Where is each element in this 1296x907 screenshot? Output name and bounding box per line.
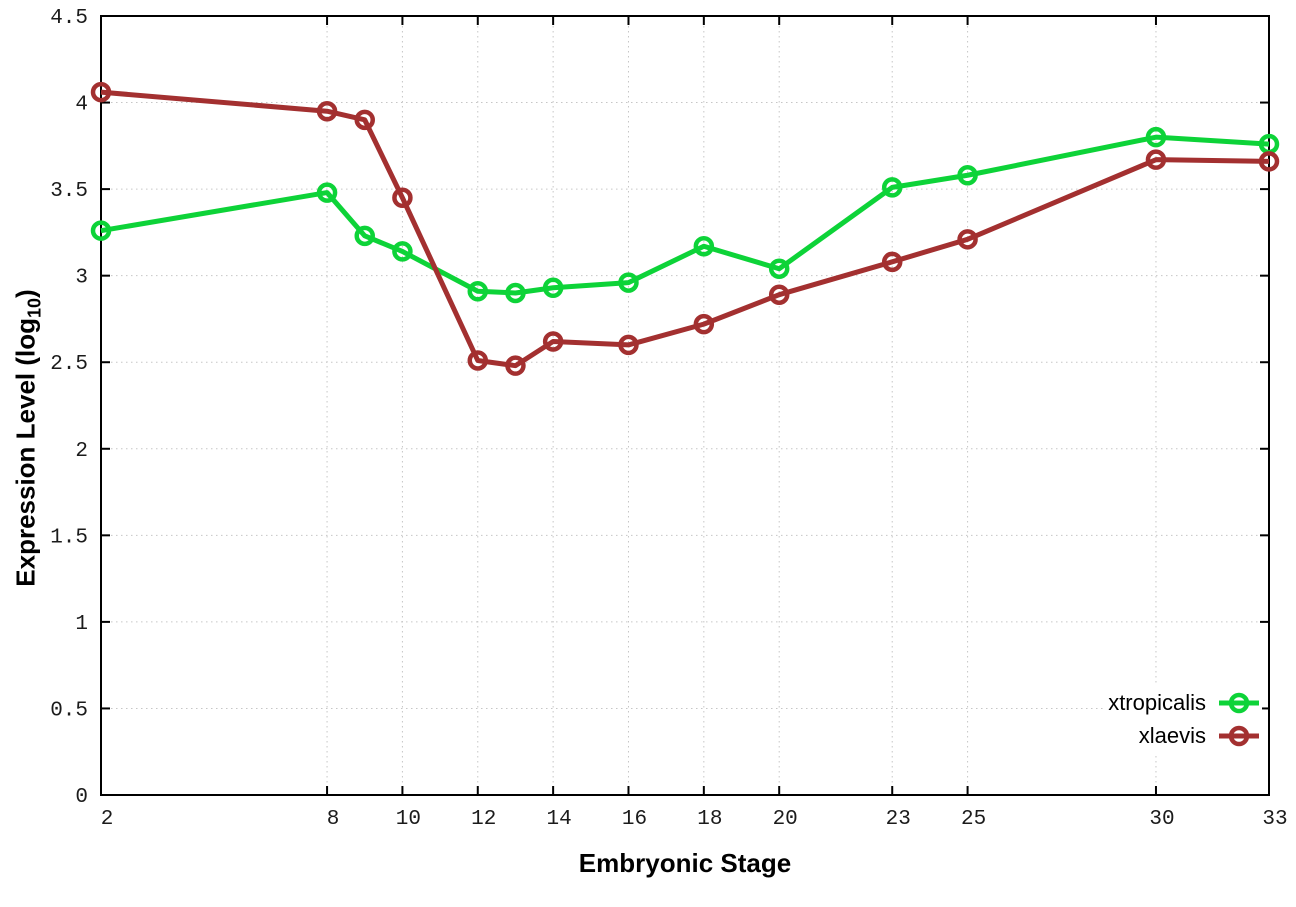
data-point-xlaevis <box>505 355 526 376</box>
data-point-xlaevis <box>467 350 489 371</box>
data-point-xtropicalis <box>957 165 978 186</box>
data-point-xtropicalis <box>618 272 639 293</box>
data-point-xlaevis <box>542 331 564 352</box>
data-point-xtropicalis <box>354 225 375 247</box>
data-point-xlaevis <box>354 109 375 131</box>
x-tick-label: 20 <box>773 808 798 831</box>
y-tick-label: 4.5 <box>50 7 88 30</box>
x-tick-label: 12 <box>471 808 496 831</box>
legend-item-xlaevis: xlaevis <box>1108 719 1260 752</box>
data-point-xtropicalis <box>90 220 112 241</box>
x-axis-title: Embryonic Stage <box>578 848 792 878</box>
y-tick-label: 3 <box>75 267 88 290</box>
x-tick-label: 8 <box>327 808 340 831</box>
data-point-xtropicalis <box>467 280 489 302</box>
y-axis-title: Expression Level (log10) <box>10 289 45 586</box>
data-point-xtropicalis <box>768 258 790 279</box>
data-point-xlaevis <box>1145 149 1167 170</box>
legend-label-xtropicalis: xtropicalis <box>1108 689 1206 715</box>
legend-marker-xtropicalis <box>1219 692 1259 713</box>
data-point-xlaevis <box>618 334 639 356</box>
legend-label-xlaevis: xlaevis <box>1138 722 1206 748</box>
data-point-xtropicalis <box>881 177 903 198</box>
data-point-xlaevis <box>316 100 338 122</box>
legend: xtropicalis xlaevis <box>1106 684 1262 754</box>
x-tick-label: 25 <box>961 808 986 831</box>
data-point-xtropicalis <box>392 241 413 262</box>
y-tick-label: 1 <box>75 613 88 636</box>
data-point-xlaevis <box>881 251 903 273</box>
x-tick-label: 2 <box>101 808 114 831</box>
data-point-xlaevis <box>693 313 715 335</box>
y-tick-label: 2.5 <box>50 353 88 376</box>
y-tick-label: 4 <box>75 94 88 117</box>
y-axis-title-text: Expression Level (log <box>10 317 41 587</box>
legend-item-xtropicalis: xtropicalis <box>1108 686 1260 719</box>
y-tick-label: 0.5 <box>50 699 88 722</box>
x-tick-label: 10 <box>396 808 421 831</box>
data-point-xlaevis <box>90 81 112 103</box>
data-point-xtropicalis <box>316 182 338 203</box>
data-point-xtropicalis <box>693 235 715 257</box>
y-axis-title-suffix: ) <box>10 289 41 298</box>
series-line-xlaevis <box>100 89 1270 369</box>
x-tick-label: 16 <box>622 808 647 831</box>
data-point-xtropicalis <box>542 277 564 299</box>
data-point-xtropicalis <box>505 282 526 304</box>
legend-marker-xlaevis <box>1219 725 1259 746</box>
data-point-xtropicalis <box>1145 126 1167 148</box>
data-point-xlaevis <box>1258 151 1280 172</box>
y-tick-label: 2 <box>75 440 88 463</box>
series-line-xtropicalis <box>100 134 1270 296</box>
plot-frame <box>100 15 1270 796</box>
data-point-xlaevis <box>768 284 790 305</box>
x-tick-label: 18 <box>697 808 722 831</box>
y-axis-title-subscript: 10 <box>24 297 45 318</box>
y-tick-label: 0 <box>75 786 88 809</box>
data-point-xlaevis <box>392 187 413 209</box>
y-tick-label: 1.5 <box>50 526 88 549</box>
x-tick-label: 30 <box>1149 808 1174 831</box>
y-tick-label: 3.5 <box>50 180 88 203</box>
x-tick-label: 23 <box>886 808 911 831</box>
x-tick-label: 14 <box>547 808 572 831</box>
data-point-xlaevis <box>957 229 978 250</box>
x-tick-label: 33 <box>1262 808 1287 831</box>
